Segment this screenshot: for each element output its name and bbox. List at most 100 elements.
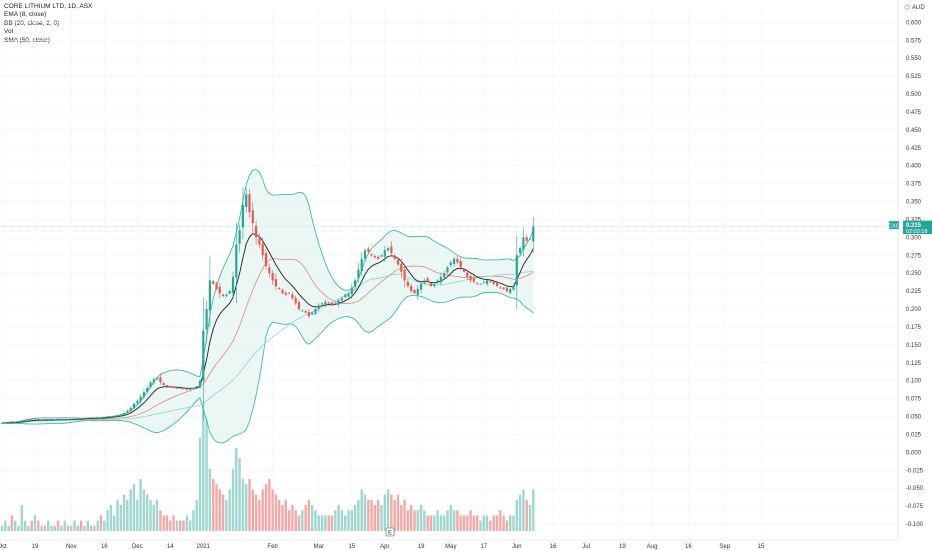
candle [274,273,277,290]
candle-body [218,286,221,294]
volume-bar [10,515,14,531]
candle [334,302,337,306]
candle [505,284,508,293]
volume-bar [188,520,192,531]
volume-bar [419,505,423,531]
volume-bar [106,510,109,531]
candle [20,420,23,422]
candle-body [311,312,314,315]
candle-body [492,281,495,284]
volume-bar [56,520,60,531]
candle [50,419,53,421]
date-tick-label: Jul [582,544,590,550]
candle [63,419,66,421]
candle [433,282,436,288]
candle-body [189,388,192,390]
legend-bb[interactable]: BB (20, close, 2, 0) [4,19,60,27]
candle-body [347,293,350,297]
candle [73,418,76,421]
candle-body [294,298,297,304]
candle-body [367,248,370,252]
candle [495,280,499,288]
candle [7,422,10,424]
candle [486,278,489,287]
candle [152,376,155,386]
candle [525,235,528,243]
candle [30,419,33,421]
date-tick-label: 16 [550,544,557,550]
volume-bar [175,520,179,531]
volume-bar [37,520,40,531]
candle-body [73,418,76,420]
candle [268,263,271,278]
candle-body [66,419,70,420]
candle-body [459,260,462,268]
volume-bar [287,510,291,531]
candle [159,373,162,385]
candle-body [327,302,330,304]
date-tick-label: Feb [267,544,278,550]
candle-body [179,387,182,389]
candle-body [165,385,169,387]
candle [228,289,231,295]
candle-body [57,419,60,420]
volume-bar [337,505,340,531]
candle [241,187,244,240]
candle [235,222,238,304]
volume-bar [390,494,393,531]
volume-bar [264,484,268,531]
candle-body [482,281,485,283]
volume-bar [50,525,53,531]
candle-body [324,301,327,306]
candle-body [278,288,281,289]
candle-body [274,278,277,287]
candle [456,256,459,265]
candle-body [515,255,518,286]
candle-body [522,237,525,250]
date-tick-label: 16 [685,544,692,550]
candle [373,254,376,259]
candle [208,256,211,328]
candle-body [212,281,215,284]
candle-body [60,419,63,421]
candle [377,255,380,260]
candle-body [476,283,479,284]
legend-vol[interactable]: Vol [4,28,14,36]
candle-body [245,194,248,208]
volume-bar [509,515,512,531]
volume-bar [452,510,456,531]
candle [136,399,139,406]
candle-body [446,267,449,273]
volume-bar [476,515,479,531]
volume-pane [0,401,535,531]
candle-body [304,311,307,313]
legend-ema[interactable]: EMA (8, close) [4,11,47,19]
volume-bar [228,489,231,531]
volume-bar [268,479,271,531]
candle [212,279,215,286]
candle [4,422,7,424]
volume-bar [436,510,439,531]
candle [396,258,400,267]
candle-body [83,417,86,419]
candle-body [449,262,452,266]
candle [189,388,192,391]
candle [255,220,258,245]
bb-fill [2,169,534,443]
candle [90,417,93,419]
candle-body [225,294,228,297]
price-axis[interactable]: 0.600 0.575 0.550 0.525 0.500 0.475 0.450 0.425… [897,0,925,540]
candle-body [70,419,73,421]
candle-body [20,420,23,422]
volume-bar [152,505,155,531]
candle-body [241,205,244,228]
candle [146,385,149,394]
candle [192,387,195,389]
candle-body [129,407,132,412]
candle [502,286,505,291]
last-price-tag [903,220,932,235]
time-axis[interactable]: Oct 19 Nov 16 Dec 14 2021 Feb Mar 15 Apr 19 May 17 Jun… [0,539,898,550]
candle-body [532,226,535,242]
candle-body [387,248,390,251]
